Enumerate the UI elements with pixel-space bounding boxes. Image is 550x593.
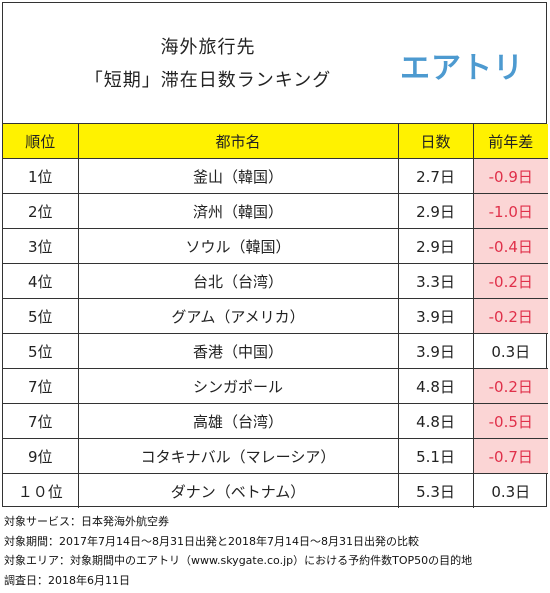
diff-cell: -0.4日 (472, 228, 548, 264)
rank-cell: 1位 (3, 158, 79, 194)
table-row: 7位 高雄（台湾） 4.8日 -0.5日 (3, 403, 548, 439)
table-row: 5位 香港（中国） 3.9日 0.3日 (3, 333, 548, 369)
table-row: 1位 釜山（韓国） 2.7日 -0.9日 (3, 158, 548, 194)
city-cell: シンガポール (77, 368, 399, 404)
table-row: 2位 済州（韓国） 2.9日 -1.0日 (3, 193, 548, 229)
title-line-1: 海外旅行先 (160, 37, 256, 58)
rank-cell: 2位 (3, 193, 79, 229)
days-cell: 2.9日 (397, 193, 474, 229)
city-cell: 台北（台湾） (77, 263, 399, 299)
table-row: １０位 ダナン（ベトナム） 5.3日 0.3日 (3, 473, 548, 508)
rank-cell: 5位 (3, 333, 79, 369)
note-service: 対象サービス：日本発海外航空券 (4, 515, 169, 528)
diff-cell: -0.2日 (472, 298, 548, 334)
column-header-city: 都市名 (77, 124, 399, 159)
city-cell: 釜山（韓国） (77, 158, 399, 194)
diff-cell: 0.3日 (472, 473, 548, 508)
rank-cell: 9位 (3, 438, 79, 474)
ranking-card: 海外旅行先 「短期」滞在日数ランキング エアトリ 順位 都市名 日数 前年差 1… (2, 2, 548, 508)
days-cell: 3.3日 (397, 263, 474, 299)
footnotes: 対象サービス：日本発海外航空券 対象期間：2017年7月14日～8月31日出発と… (4, 512, 472, 590)
column-header-days: 日数 (397, 124, 474, 159)
diff-cell: -0.5日 (472, 403, 548, 439)
city-cell: コタキナバル（マレーシア） (77, 438, 399, 474)
diff-cell: -0.2日 (472, 263, 548, 299)
rank-cell: 3位 (3, 228, 79, 264)
rank-cell: 7位 (3, 368, 79, 404)
city-cell: 済州（韓国） (77, 193, 399, 229)
note-period: 対象期間：2017年7月14日～8月31日出発と2018年7月14日～8月31日… (4, 534, 419, 548)
column-header-rank: 順位 (3, 124, 79, 159)
table-row: 4位 台北（台湾） 3.3日 -0.2日 (3, 263, 548, 299)
card-header: 海外旅行先 「短期」滞在日数ランキング エアトリ (3, 3, 546, 124)
diff-cell: -0.2日 (472, 368, 548, 404)
rank-cell: 5位 (3, 298, 79, 334)
days-cell: 5.1日 (397, 438, 474, 474)
rank-cell: １０位 (3, 473, 79, 508)
note-area: 対象エリア：対象期間中のエアトリ（www.skygate.co.jp）における予… (4, 554, 473, 567)
diff-cell: -0.7日 (472, 438, 548, 474)
note-survey-date: 調査日：2018年6月11日 (4, 573, 130, 587)
ranking-table: 順位 都市名 日数 前年差 1位 釜山（韓国） 2.7日 -0.9日 2位 済州（韓国） 2… (3, 124, 548, 508)
days-cell: 4.8日 (397, 368, 474, 404)
title-line-2: 「短期」滞在日数ランキング (84, 70, 332, 91)
days-cell: 5.3日 (397, 473, 474, 508)
diff-cell: 0.3日 (472, 333, 548, 369)
days-cell: 3.9日 (397, 333, 474, 369)
rank-cell: 4位 (3, 263, 79, 299)
table-row: 3位 ソウル（韓国） 2.9日 -0.4日 (3, 228, 548, 264)
days-cell: 2.9日 (397, 228, 474, 264)
table-header-row: 順位 都市名 日数 前年差 (3, 124, 548, 159)
days-cell: 2.7日 (397, 158, 474, 194)
diff-cell: -1.0日 (472, 193, 548, 229)
brand-logo: エアトリ (400, 51, 524, 86)
city-cell: ダナン（ベトナム） (77, 473, 399, 508)
table-row: 5位 グアム（アメリカ） 3.9日 -0.2日 (3, 298, 548, 334)
diff-cell: -0.9日 (472, 158, 548, 194)
table-row: 9位 コタキナバル（マレーシア） 5.1日 -0.7日 (3, 438, 548, 474)
days-cell: 4.8日 (397, 403, 474, 439)
city-cell: ソウル（韓国） (77, 228, 399, 264)
days-cell: 3.9日 (397, 298, 474, 334)
city-cell: 高雄（台湾） (77, 403, 399, 439)
column-header-diff: 前年差 (472, 124, 548, 159)
city-cell: 香港（中国） (77, 333, 399, 369)
city-cell: グアム（アメリカ） (77, 298, 399, 334)
table-row: 7位 シンガポール 4.8日 -0.2日 (3, 368, 548, 404)
rank-cell: 7位 (3, 403, 79, 439)
